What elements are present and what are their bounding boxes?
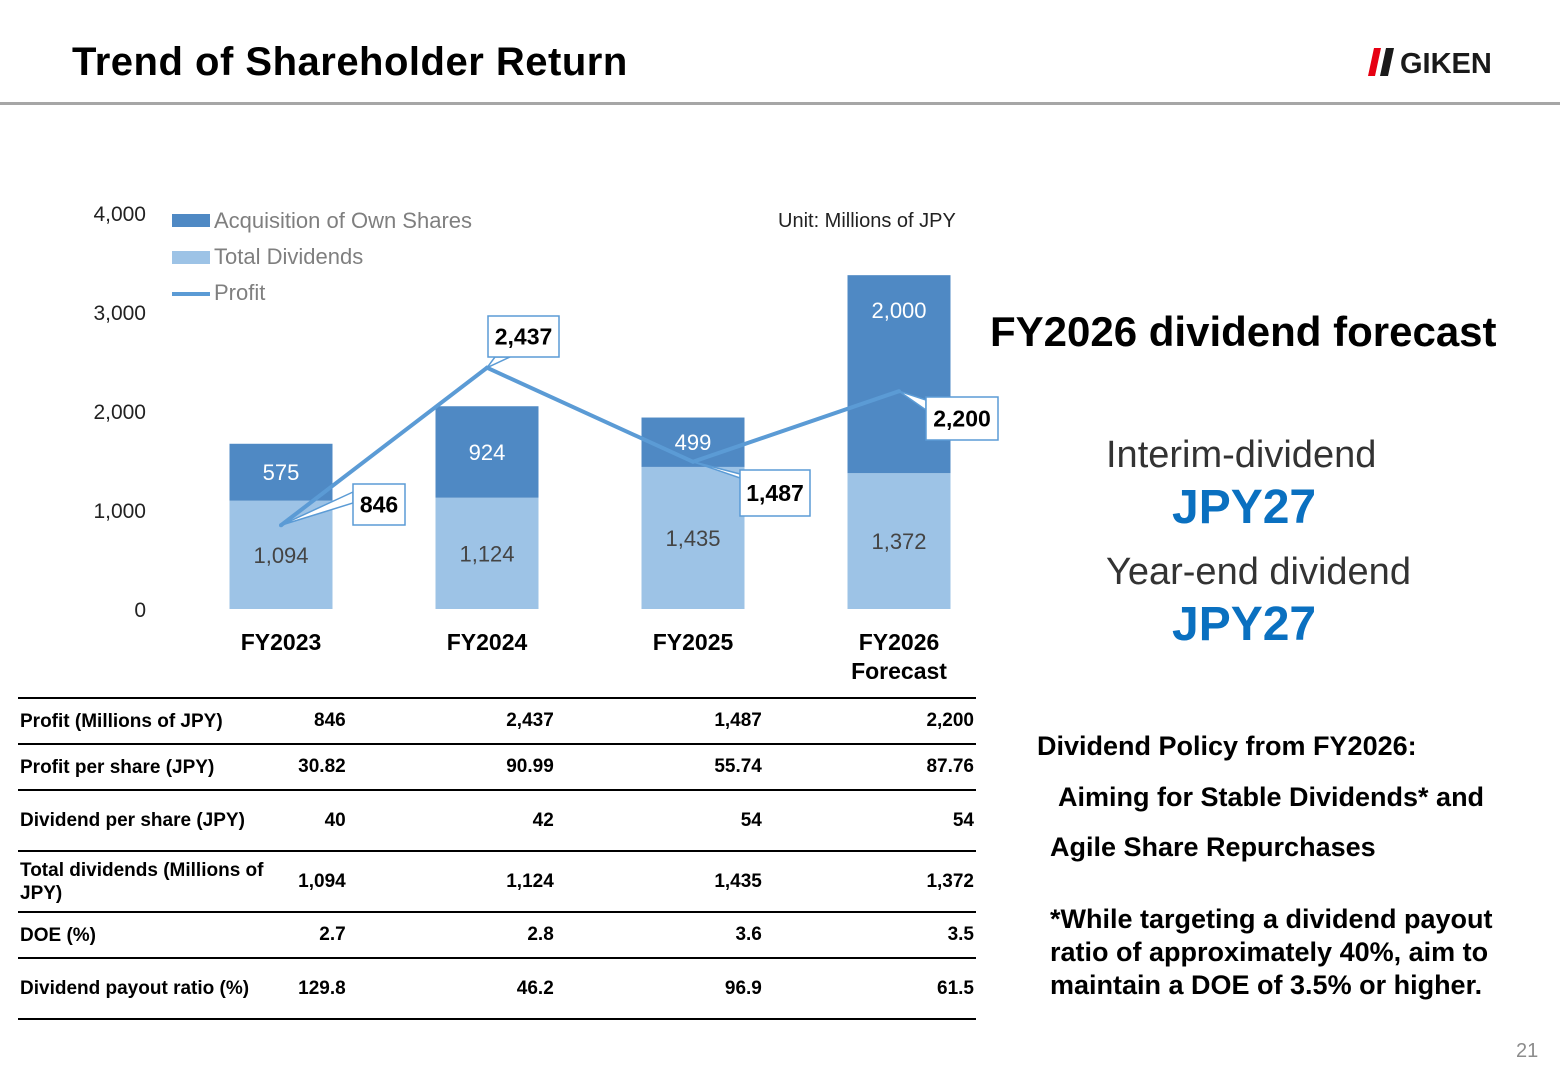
acquisition-bar <box>435 406 539 498</box>
header-divider <box>0 102 1560 105</box>
profit-data-label: 1,487 <box>746 480 804 506</box>
table-cell: 96.9 <box>555 957 764 1020</box>
giken-logo: GIKEN <box>1368 48 1492 76</box>
yearend-dividend-label: Year-end dividend <box>1106 551 1411 593</box>
interim-dividend-label: Interim-dividend <box>1106 434 1377 476</box>
acquisition-data-label: 924 <box>469 440 506 465</box>
unit-label: Unit: Millions of JPY <box>778 210 956 232</box>
profit-callout-box <box>925 396 999 441</box>
page-title: Trend of Shareholder Return <box>72 40 628 84</box>
policy-note-1: *While targeting a dividend payout <box>1050 904 1493 934</box>
table-cell: 46.2 <box>347 957 556 1020</box>
table-row: Dividend payout ratio (%) 129.8 46.2 96.9 61… <box>18 957 976 1020</box>
interim-dividend-value: JPY27 <box>1172 481 1317 534</box>
x-category-label: FY2024 <box>447 629 528 655</box>
policy-note-2: ratio of approximately 40%, aim to <box>1050 937 1489 967</box>
policy-note-3: maintain a DOE of 3.5% or higher. <box>1050 970 1483 1000</box>
table-cell: 1,124 <box>347 850 556 912</box>
dividends-bar <box>435 497 539 609</box>
table-cell: 54 <box>763 789 976 851</box>
x-category-label: FY2026 Forecast <box>851 629 947 684</box>
table-cell: 61.5 <box>763 957 976 1020</box>
legend-swatch-dividends <box>172 251 210 264</box>
table-cell: 55.74 <box>555 743 764 790</box>
row-label: Dividend payout ratio (%) <box>18 957 268 1020</box>
table-cell: 2,437 <box>347 697 556 744</box>
legend-swatch-acquisition <box>172 214 210 227</box>
profit-data-label: 2,437 <box>495 324 553 350</box>
table-cell: 3.5 <box>763 911 976 958</box>
table-row: DOE (%) 2.7 2.8 3.6 3.5 <box>18 911 976 958</box>
forecast-title: FY2026 dividend forecast <box>990 308 1497 355</box>
y-tick-label: 3,000 <box>93 302 146 325</box>
profit-line <box>279 365 900 527</box>
policy-heading: Dividend Policy from FY2026: <box>1037 731 1417 761</box>
policy-line-1: Aiming for Stable Dividends* and <box>1058 782 1485 812</box>
table-cell: 1,487 <box>555 697 764 744</box>
policy-line-2: Agile Share Repurchases <box>1050 832 1376 862</box>
table-cell: 87.76 <box>763 743 976 790</box>
table-cell: 1,372 <box>763 850 976 912</box>
profit-callout-box <box>487 315 560 358</box>
table-cell: 42 <box>347 789 556 851</box>
legend-label-dividends: Total Dividends <box>214 244 363 269</box>
x-category-label: FY2025 <box>653 629 734 655</box>
profit-data-label: 2,200 <box>933 406 991 432</box>
profit-callout-box <box>352 483 406 526</box>
y-tick-label: 4,000 <box>93 203 146 226</box>
table-cell: 2,200 <box>763 697 976 744</box>
table-cell: 54 <box>555 789 764 851</box>
table-cell: 90.99 <box>347 743 556 790</box>
profit-callout-pointer <box>486 356 511 369</box>
table-row: Profit (Millions of JPY) 846 2,437 1,487 2,2… <box>18 697 976 744</box>
table-cell: 3.6 <box>555 911 764 958</box>
y-tick-label: 0 <box>134 599 146 622</box>
y-tick-label: 1,000 <box>93 500 146 523</box>
dividends-data-label: 1,124 <box>459 541 514 566</box>
table-cell: 846 <box>267 697 348 744</box>
acquisition-data-label: 575 <box>263 460 300 485</box>
table-cell: 1,094 <box>267 850 348 912</box>
y-tick-label: 2,000 <box>93 401 146 424</box>
table-row: Total dividends (Millions of JPY) 1,094 1,… <box>18 850 976 912</box>
yearend-dividend-value: JPY27 <box>1172 598 1317 651</box>
shareholder-return-chart: 0 1,000 2,000 3,000 4,000 1,094 575 1,124 924 1,… <box>93 203 999 684</box>
dividends-bar <box>641 466 745 609</box>
x-category-label: FY2023 <box>241 629 322 655</box>
logo-text: GIKEN <box>1400 48 1492 76</box>
table-cell: 2.7 <box>267 911 348 958</box>
table-cell: 1,435 <box>555 850 764 912</box>
row-label: Profit per share (JPY) <box>18 743 268 790</box>
table-cell: 30.82 <box>267 743 348 790</box>
row-label: Total dividends (Millions of JPY) <box>18 850 268 912</box>
table-cell: 40 <box>267 789 348 851</box>
dividends-bar <box>229 500 333 609</box>
data-table: Profit (Millions of JPY) 846 2,437 1,487 2,2… <box>18 697 976 1020</box>
page-number: 21 <box>1516 1040 1539 1062</box>
row-label: Profit (Millions of JPY) <box>18 697 268 744</box>
row-label: Dividend per share (JPY) <box>18 789 268 851</box>
legend-label-profit: Profit <box>214 280 265 305</box>
acquisition-data-label: 499 <box>675 430 712 455</box>
table-row: Dividend per share (JPY) 40 42 54 54 <box>18 789 976 851</box>
table-cell: 2.8 <box>347 911 556 958</box>
legend-label-acquisition: Acquisition of Own Shares <box>214 208 472 233</box>
acquisition-bar <box>641 417 745 467</box>
dividends-data-label: 1,094 <box>253 543 308 568</box>
profit-data-label: 846 <box>360 492 398 518</box>
table-cell: 129.8 <box>267 957 348 1020</box>
profit-callout-box <box>739 469 811 517</box>
dividends-data-label: 1,372 <box>871 529 926 554</box>
row-label: DOE (%) <box>18 911 268 958</box>
dividends-data-label: 1,435 <box>665 526 720 551</box>
acquisition-bar <box>229 443 333 501</box>
dividends-bar <box>847 473 951 609</box>
table-row: Profit per share (JPY) 30.82 90.99 55.74 87.… <box>18 743 976 790</box>
acquisition-data-label: 2,000 <box>871 298 926 323</box>
